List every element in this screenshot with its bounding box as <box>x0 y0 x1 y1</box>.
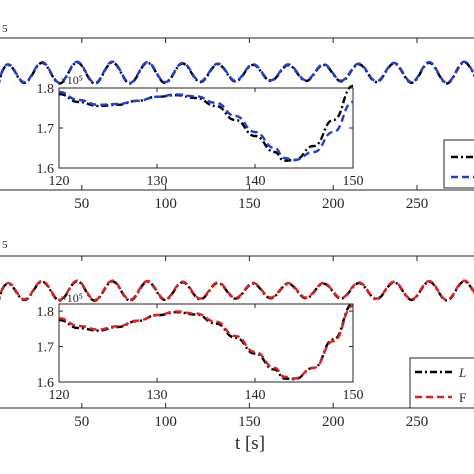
main-series-2 <box>0 60 474 85</box>
inset-y-tick-label: 1.8 <box>37 82 55 97</box>
bottom-exponent-label: 5 <box>2 239 8 251</box>
top-main-lines <box>0 60 474 85</box>
inset-x-tick-label: 120 <box>49 174 70 189</box>
top-x-ticks: 50 100 150 200 250 <box>74 38 428 212</box>
x-tick-label: 200 <box>322 196 345 212</box>
bottom-axes-frame <box>0 255 474 409</box>
x-tick-label: 200 <box>322 414 345 430</box>
bottom-inset-lines <box>58 302 354 381</box>
bottom-inset-frame <box>58 303 354 383</box>
inset-y-tick-label: 1.6 <box>37 162 55 177</box>
top-inset: ×10⁵ 1.8 1.7 1.6 120 130 140 150 <box>37 73 364 189</box>
x-tick-label: 100 <box>154 414 177 430</box>
bottom-x-axis-label: t [s] <box>235 433 265 454</box>
inset-x-tick-label: 120 <box>49 388 70 403</box>
x-tick-label: 150 <box>238 196 261 212</box>
top-inset-y-ticks: 1.8 1.7 1.6 <box>37 82 353 177</box>
bottom-main-lines <box>0 279 474 302</box>
bottom-legend-box <box>409 357 474 409</box>
inset-series-2 <box>58 304 354 380</box>
top-inset-x-ticks: 120 130 140 150 <box>49 88 364 189</box>
inset-x-tick-label: 130 <box>147 174 168 189</box>
top-inset-lines <box>58 84 354 163</box>
x-tick-label: 100 <box>154 196 177 212</box>
main-series-2 <box>0 279 474 302</box>
bottom-inset-y-ticks: 1.8 1.7 1.6 <box>37 305 353 391</box>
inset-series-1 <box>58 302 354 381</box>
top-inset-frame <box>58 87 354 169</box>
x-tick-label: 50 <box>74 414 89 430</box>
bottom-legend: L F <box>409 357 474 409</box>
bottom-legend-label-1: L <box>458 365 466 380</box>
x-tick-label: 250 <box>406 414 429 430</box>
top-inset-exponent: ×10⁵ <box>60 73 83 87</box>
inset-x-tick-label: 150 <box>343 174 364 189</box>
inset-y-tick-label: 1.8 <box>37 305 55 320</box>
bottom-x-ticks: 50 100 150 200 250 <box>74 256 428 430</box>
bottom-inset: ×10⁵ 1.8 1.7 1.6 120 130 140 150 <box>37 291 364 403</box>
bottom-legend-label-2: F <box>459 390 466 405</box>
top-legend-box <box>443 139 474 189</box>
inset-x-tick-label: 150 <box>343 388 364 403</box>
bottom-inset-x-ticks: 120 130 140 150 <box>49 304 364 403</box>
top-panel: 5 50 100 150 200 250 ×10⁵ 1.8 1.7 1.6 120 130 14… <box>0 23 474 212</box>
x-tick-label: 50 <box>74 196 89 212</box>
inset-y-tick-label: 1.6 <box>37 376 55 391</box>
inset-x-tick-label: 130 <box>147 388 168 403</box>
bottom-inset-exponent: ×10⁵ <box>60 291 83 305</box>
x-tick-label: 250 <box>406 196 429 212</box>
inset-series-2 <box>58 90 354 162</box>
top-exponent-label: 5 <box>2 23 8 35</box>
inset-x-tick-label: 140 <box>245 388 266 403</box>
x-tick-label: 150 <box>238 414 261 430</box>
top-legend <box>443 139 474 189</box>
top-axes-frame <box>0 37 474 191</box>
inset-y-tick-label: 1.7 <box>37 122 55 137</box>
inset-y-tick-label: 1.7 <box>37 341 55 356</box>
inset-x-tick-label: 140 <box>245 174 266 189</box>
bottom-panel: 5 50 100 150 200 250 ×10⁵ 1.8 1.7 1.6 120 130 14… <box>0 239 474 454</box>
